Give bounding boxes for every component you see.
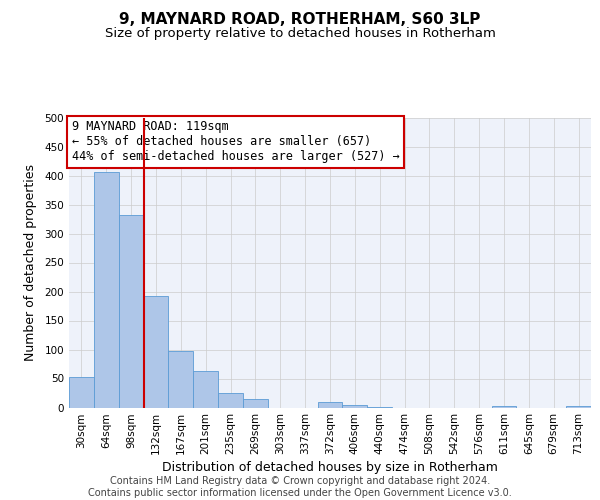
Bar <box>193 371 218 408</box>
Bar <box>94 172 119 408</box>
Bar <box>169 351 193 408</box>
Text: 9 MAYNARD ROAD: 119sqm
← 55% of detached houses are smaller (657)
44% of semi-de: 9 MAYNARD ROAD: 119sqm ← 55% of detached… <box>71 120 400 164</box>
Bar <box>367 407 392 408</box>
Bar <box>343 404 367 407</box>
Text: Contains HM Land Registry data © Crown copyright and database right 2024.
Contai: Contains HM Land Registry data © Crown c… <box>88 476 512 498</box>
Bar <box>218 393 243 407</box>
Bar <box>491 406 517 408</box>
Bar <box>243 399 268 407</box>
Text: 9, MAYNARD ROAD, ROTHERHAM, S60 3LP: 9, MAYNARD ROAD, ROTHERHAM, S60 3LP <box>119 12 481 28</box>
X-axis label: Distribution of detached houses by size in Rotherham: Distribution of detached houses by size … <box>162 462 498 474</box>
Bar <box>566 406 591 408</box>
Bar <box>69 377 94 408</box>
Y-axis label: Number of detached properties: Number of detached properties <box>25 164 37 361</box>
Text: Size of property relative to detached houses in Rotherham: Size of property relative to detached ho… <box>104 28 496 40</box>
Bar <box>119 215 143 408</box>
Bar <box>143 296 169 408</box>
Bar <box>317 402 343 407</box>
